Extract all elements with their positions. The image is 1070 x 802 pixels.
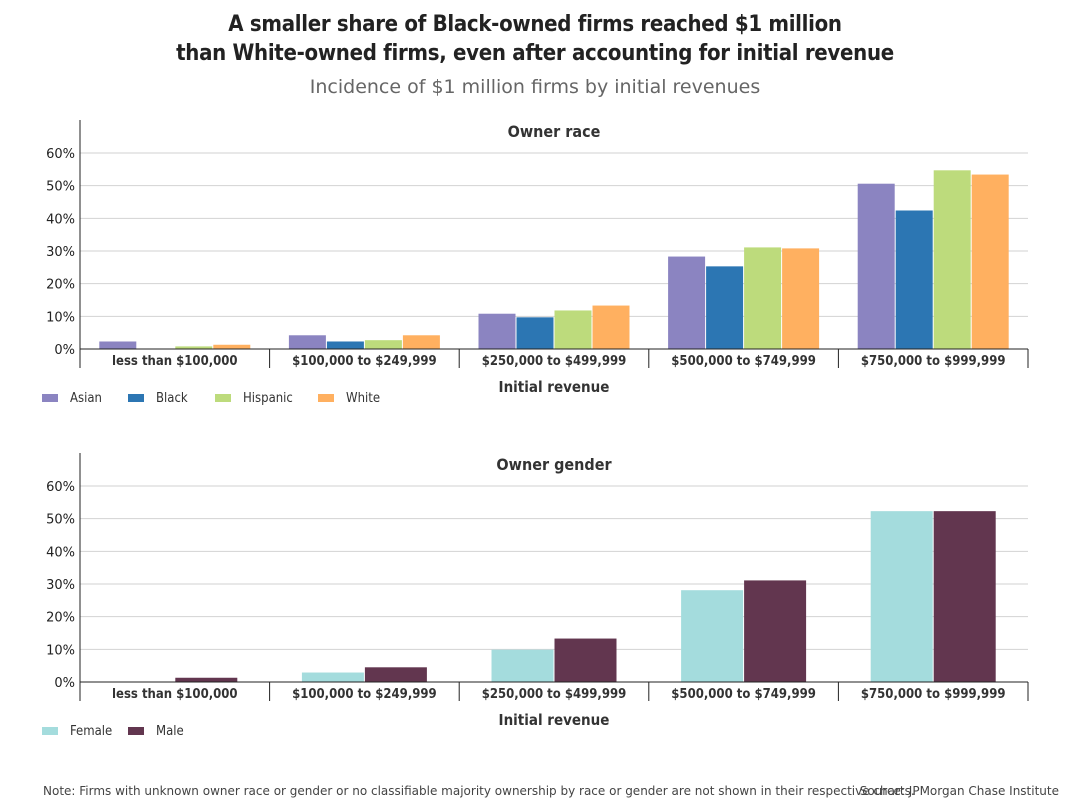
y-tick-label: 50%	[46, 513, 75, 528]
bar-asian	[99, 341, 137, 349]
source-credit: Source: JPMorgan Chase Institute	[859, 784, 1059, 798]
chart-title: A smaller share of Black-owned firms rea…	[0, 10, 1070, 68]
bar-black	[706, 266, 744, 349]
y-tick-label: 50%	[46, 180, 75, 195]
legend-swatch	[128, 727, 144, 735]
bar-hispanic	[364, 340, 402, 349]
x-tick-label: $250,000 to $499,999	[482, 687, 627, 702]
x-tick-label: $500,000 to $749,999	[671, 354, 816, 369]
y-tick-label: 10%	[46, 310, 75, 325]
bar-male	[744, 580, 807, 682]
bar-hispanic	[554, 310, 592, 349]
y-tick-label: 10%	[46, 643, 75, 658]
legend-swatch	[42, 727, 58, 735]
y-tick-label: 30%	[46, 578, 75, 593]
y-tick-label: 30%	[46, 245, 75, 260]
x-tick-label: less than $100,000	[112, 354, 238, 369]
bar-white	[592, 305, 630, 349]
bar-asian	[668, 256, 706, 349]
legend-label: Black	[156, 391, 188, 406]
legend-label: Asian	[70, 391, 102, 406]
bar-black	[516, 317, 554, 349]
bar-white	[213, 344, 251, 349]
legend-label: Hispanic	[243, 391, 293, 406]
chart-subtitle: Incidence of $1 million firms by initial…	[309, 76, 761, 98]
legend-label: Male	[156, 724, 184, 739]
x-tick-label: $750,000 to $999,999	[861, 687, 1006, 702]
bar-female	[491, 649, 554, 682]
legend-swatch	[215, 394, 231, 402]
bar-asian	[857, 183, 895, 349]
footnote: Note: Firms with unknown owner race or g…	[43, 784, 915, 798]
bar-male	[175, 677, 238, 682]
bar-white	[971, 174, 1009, 349]
bar-female	[681, 590, 744, 682]
panel-title: Owner gender	[496, 455, 612, 474]
bar-male	[364, 667, 427, 682]
title-line-2: than White-owned firms, even after accou…	[176, 41, 894, 66]
x-tick-label: $750,000 to $999,999	[861, 354, 1006, 369]
bar-black	[326, 341, 364, 349]
bar-hispanic	[933, 170, 971, 349]
x-axis-label: Initial revenue	[499, 378, 610, 396]
title-line-1: A smaller share of Black-owned firms rea…	[228, 12, 842, 37]
y-tick-label: 60%	[46, 147, 75, 162]
y-tick-label: 20%	[46, 278, 75, 293]
legend-swatch	[128, 394, 144, 402]
x-tick-label: $100,000 to $249,999	[292, 687, 437, 702]
legend-swatch	[42, 394, 58, 402]
x-tick-label: $250,000 to $499,999	[482, 354, 627, 369]
bar-male	[554, 638, 617, 682]
legend-label: Female	[70, 724, 112, 739]
x-axis-label: Initial revenue	[499, 711, 610, 729]
x-tick-label: $100,000 to $249,999	[292, 354, 437, 369]
bar-hispanic	[744, 247, 782, 349]
y-tick-label: 0%	[54, 343, 75, 358]
y-tick-label: 60%	[46, 480, 75, 495]
panel-title: Owner race	[508, 122, 601, 141]
bar-black	[895, 210, 933, 349]
legend-swatch	[318, 394, 334, 402]
y-tick-label: 20%	[46, 611, 75, 626]
bar-asian	[288, 335, 326, 349]
bar-white	[782, 248, 820, 349]
y-tick-label: 40%	[46, 545, 75, 560]
bar-white	[402, 335, 440, 349]
x-tick-label: less than $100,000	[112, 687, 238, 702]
x-tick-label: $500,000 to $749,999	[671, 687, 816, 702]
bar-female	[870, 511, 933, 682]
legend-label: White	[346, 391, 380, 406]
y-tick-label: 40%	[46, 212, 75, 227]
bar-hispanic	[175, 346, 213, 349]
y-tick-label: 0%	[54, 676, 75, 691]
bar-female	[301, 672, 364, 682]
bar-male	[933, 511, 996, 682]
bar-asian	[478, 313, 516, 349]
